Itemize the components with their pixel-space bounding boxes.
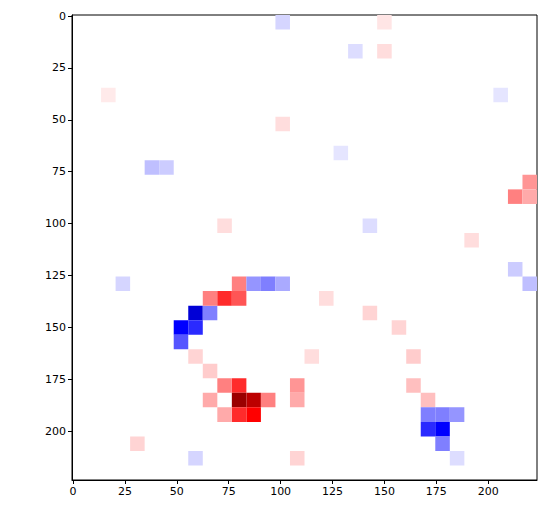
svg-text:100: 100 xyxy=(270,485,291,498)
svg-text:125: 125 xyxy=(322,485,343,498)
svg-text:0: 0 xyxy=(59,10,66,23)
svg-text:0: 0 xyxy=(70,485,77,498)
svg-text:175: 175 xyxy=(426,485,447,498)
svg-text:75: 75 xyxy=(52,165,66,178)
svg-text:125: 125 xyxy=(45,269,66,282)
svg-text:25: 25 xyxy=(118,485,132,498)
svg-text:150: 150 xyxy=(45,321,66,334)
svg-text:75: 75 xyxy=(222,485,236,498)
svg-text:50: 50 xyxy=(170,485,184,498)
svg-text:100: 100 xyxy=(45,217,66,230)
svg-text:50: 50 xyxy=(52,113,66,126)
svg-text:175: 175 xyxy=(45,373,66,386)
svg-text:200: 200 xyxy=(45,425,66,438)
svg-text:25: 25 xyxy=(52,61,66,74)
svg-text:200: 200 xyxy=(478,485,499,498)
svg-text:150: 150 xyxy=(374,485,395,498)
